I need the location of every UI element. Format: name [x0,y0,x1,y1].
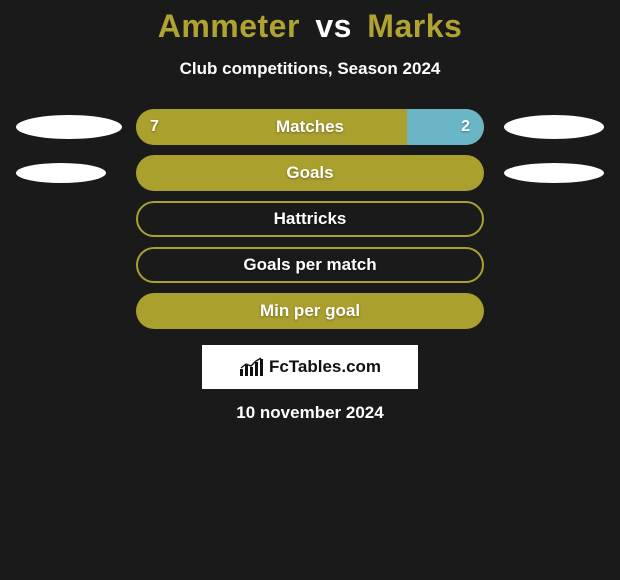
left-slot [8,163,136,183]
comparison-card: Ammeter vs Marks Club competitions, Seas… [0,0,620,423]
right-slot [484,163,612,183]
stat-bar: Goals per match [136,247,484,283]
stat-row: Goals [0,155,620,191]
stat-row: Goals per match [0,247,620,283]
stat-row: Matches7 2 [0,109,620,145]
attribution-text: FcTables.com [269,357,381,377]
attribution-badge: FcTables.com [202,345,418,389]
page-title: Ammeter vs Marks [0,8,620,45]
stat-label: Hattricks [138,209,482,229]
vs-label: vs [315,8,352,44]
stat-bar: Goals [136,155,484,191]
right-value: 2 [461,118,470,136]
date-text: 10 november 2024 [0,403,620,423]
right-ellipse [504,115,604,139]
stat-label: Goals [136,163,484,183]
left-value: 7 [150,118,159,136]
player1-name: Ammeter [158,8,300,44]
left-ellipse [16,115,122,139]
stat-bar: Min per goal [136,293,484,329]
stat-bar: Matches7 2 [136,109,484,145]
stat-rows: Matches7 2 Goals Hattricks Goals per match Mi… [0,109,620,329]
right-ellipse [504,163,604,183]
bars-icon [239,357,265,377]
left-ellipse [16,163,106,183]
stat-bar: Hattricks [136,201,484,237]
stat-label: Min per goal [136,301,484,321]
player2-name: Marks [367,8,462,44]
stat-row: Min per goal [0,293,620,329]
right-slot [484,115,612,139]
stat-row: Hattricks [0,201,620,237]
left-slot [8,115,136,139]
stat-label: Goals per match [138,255,482,275]
stat-label: Matches [136,117,484,137]
subtitle: Club competitions, Season 2024 [0,59,620,79]
